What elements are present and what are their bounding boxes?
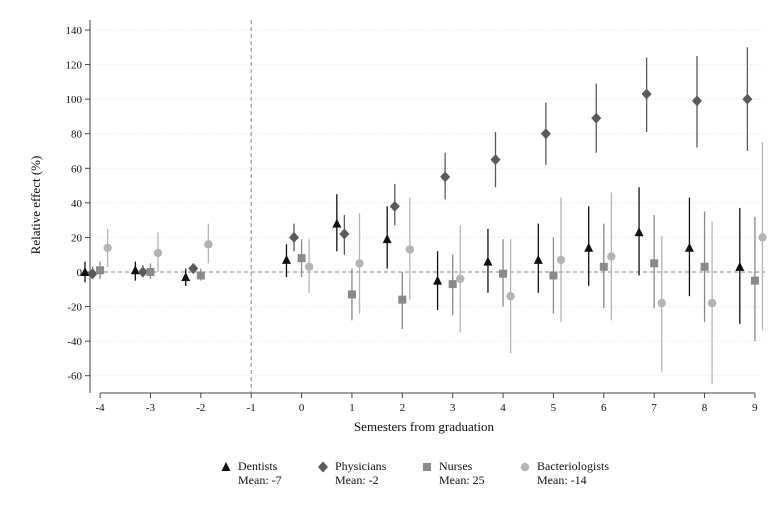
dentists-point	[433, 275, 443, 285]
bacteriologists-point	[304, 262, 314, 272]
nurses-point	[549, 271, 558, 280]
nurses-point	[499, 269, 508, 278]
physicians-point	[641, 88, 652, 100]
legend-marker-nurses	[423, 463, 431, 471]
physicians-point	[440, 171, 451, 183]
nurses-point	[297, 254, 306, 263]
x-tick-label: -3	[146, 402, 156, 414]
y-tick-label: -20	[67, 302, 82, 314]
y-tick-label: 120	[66, 60, 83, 72]
x-tick-label: 8	[702, 402, 708, 414]
dentists-point	[483, 256, 493, 266]
y-tick-label: 60	[71, 163, 83, 175]
physicians-point	[591, 112, 602, 124]
legend-marker-dentists	[221, 462, 231, 471]
nurses-point	[700, 262, 709, 271]
bacteriologists-point	[153, 248, 163, 258]
bacteriologists-point	[657, 298, 666, 308]
physicians-point	[137, 266, 148, 278]
x-tick-label: 6	[601, 402, 607, 414]
dentists-point	[130, 265, 140, 275]
physicians-point	[289, 231, 300, 243]
y-tick-label: 40	[71, 198, 83, 210]
bacteriologists-point	[456, 274, 465, 284]
x-tick-label: 4	[500, 402, 506, 414]
y-tick-label: 100	[66, 94, 83, 106]
nurses-point	[196, 271, 205, 280]
dentists-point	[281, 254, 291, 264]
legend-label-nurses: Nurses	[439, 459, 473, 473]
physicians-point	[87, 268, 98, 280]
dentists-point	[634, 227, 644, 237]
physicians-point	[742, 93, 753, 105]
x-tick-label: -4	[95, 402, 105, 414]
nurses-point	[96, 266, 105, 275]
bacteriologists-point	[204, 240, 213, 249]
physicians-point	[691, 95, 702, 107]
legend-marker-physicians	[318, 461, 328, 473]
nurses-point	[146, 268, 155, 276]
y-tick-label: 140	[66, 25, 83, 37]
y-tick-label: 0	[77, 267, 83, 279]
nurses-point	[347, 290, 356, 299]
dentists-point	[332, 218, 342, 228]
dentists-point	[533, 254, 543, 264]
x-tick-label: 5	[551, 402, 557, 414]
legend-marker-bacteriologists	[520, 462, 530, 472]
y-tick-label: -40	[67, 336, 82, 348]
nurses-point	[448, 280, 457, 289]
x-tick-label: 2	[400, 402, 406, 414]
x-tick-label: -2	[196, 402, 205, 414]
legend-label-dentists: Dentists	[238, 459, 278, 473]
legend-mean-bacteriologists: Mean: -14	[537, 473, 587, 487]
y-axis-title: Relative effect (%)	[28, 156, 43, 255]
legend-mean-nurses: Mean: 25	[439, 473, 485, 487]
y-tick-label: 80	[71, 129, 83, 141]
physicians-point	[339, 228, 350, 240]
dentists-point	[382, 234, 392, 244]
bacteriologists-point	[556, 255, 566, 265]
bacteriologists-point	[103, 243, 112, 252]
dentists-point	[181, 272, 191, 282]
x-tick-label: 3	[450, 402, 456, 414]
bacteriologists-point	[758, 233, 767, 242]
nurses-point	[398, 295, 407, 304]
bacteriologists-point	[355, 259, 364, 268]
x-tick-label: 7	[651, 402, 657, 414]
legend-mean-dentists: Mean: -7	[238, 473, 282, 487]
bacteriologists-point	[506, 292, 515, 301]
bacteriologists-point	[607, 252, 616, 261]
dentists-point	[684, 242, 694, 252]
physicians-point	[389, 200, 400, 212]
axes: -60 -40 -20 0 20 40 60 80 100 120 140 -4 -3 -2 -1 0 1 2 3 4…	[66, 20, 758, 414]
x-tick-label: -1	[247, 402, 256, 414]
legend-label-physicians: Physicians	[335, 459, 387, 473]
y-tick-label: -60	[67, 371, 82, 383]
nurses-point	[599, 262, 608, 271]
legend-label-bacteriologists: Bacteriologists	[537, 459, 609, 473]
bacteriologists-point	[405, 245, 415, 254]
x-tick-label: 9	[752, 402, 758, 414]
x-tick-label: 1	[349, 402, 355, 414]
physicians-point	[188, 263, 199, 275]
legend-mean-physicians: Mean: -2	[335, 473, 379, 487]
nurses-point	[650, 259, 659, 268]
data-marks	[80, 47, 767, 385]
x-tick-label: 0	[299, 402, 305, 414]
y-tick-label: 20	[71, 232, 83, 244]
dentists-point	[735, 261, 745, 271]
bacteriologists-point	[707, 298, 717, 308]
physicians-point	[490, 154, 501, 166]
dentists-point	[80, 267, 90, 276]
physicians-point	[540, 128, 551, 140]
x-axis-title: Semesters from graduation	[354, 419, 495, 434]
dentists-point	[584, 242, 594, 252]
nurses-point	[750, 276, 759, 285]
